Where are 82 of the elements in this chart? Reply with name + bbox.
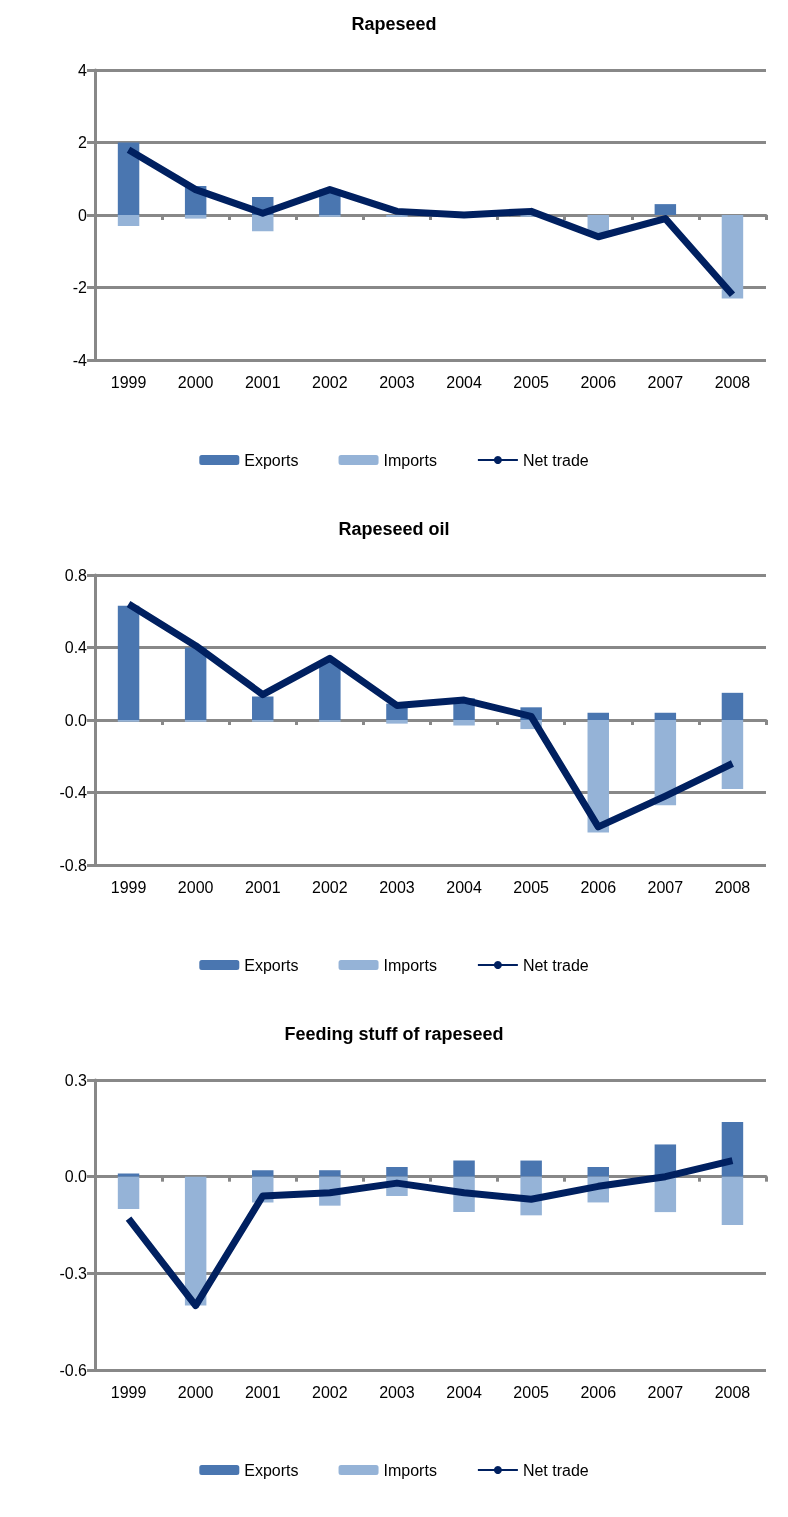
x-tick-label: 1999 — [110, 878, 147, 896]
bar — [252, 1170, 274, 1177]
bar — [319, 662, 341, 720]
bar — [386, 1167, 408, 1177]
x-tick-label: 2004 — [446, 1383, 482, 1401]
bar — [654, 712, 677, 720]
bar — [453, 1160, 475, 1177]
y-tick-label: 0.0 — [64, 711, 88, 729]
bar — [117, 215, 140, 226]
legend-label: Net trade — [522, 451, 589, 469]
bar — [721, 692, 744, 720]
x-tick-label: 2008 — [714, 878, 751, 896]
x-tick-label: 2007 — [647, 373, 684, 391]
chart-title: Rapeseed oil — [338, 519, 450, 539]
y-tick-label: -2 — [72, 279, 88, 296]
y-tick-label: -0.4 — [59, 784, 88, 801]
y-tick-label: 2 — [78, 134, 88, 151]
legend-label: Imports — [383, 1461, 437, 1479]
bar — [117, 1176, 140, 1209]
bar — [117, 605, 140, 720]
bar — [453, 720, 475, 726]
bar — [587, 1167, 609, 1177]
x-tick-label: 2002 — [312, 373, 348, 391]
x-tick-label: 2008 — [714, 373, 751, 391]
x-tick-label: 2002 — [312, 1383, 348, 1401]
y-tick-label: 0.8 — [64, 566, 88, 584]
x-tick-label: 2004 — [446, 373, 482, 391]
y-tick-label: 0.0 — [64, 1168, 88, 1186]
x-tick-label: 2003 — [379, 373, 415, 391]
y-tick-label: -0.8 — [59, 856, 88, 874]
x-tick-label: 2005 — [513, 1383, 550, 1401]
bar — [386, 720, 408, 724]
x-tick-label: 2000 — [177, 373, 214, 391]
legend-label: Exports — [244, 451, 299, 469]
y-tick-label: 0 — [78, 206, 88, 224]
x-tick-label: 2006 — [580, 878, 617, 896]
bar — [721, 1176, 744, 1225]
x-tick-label: 2002 — [312, 878, 348, 896]
y-tick-label: -0.6 — [59, 1361, 88, 1379]
x-tick-label: 2000 — [177, 878, 214, 896]
bar — [184, 215, 207, 219]
x-tick-label: 2001 — [244, 373, 281, 391]
legend-label: Net trade — [522, 1461, 589, 1479]
legend-label: Exports — [244, 1461, 299, 1479]
legend-label: Net trade — [522, 956, 589, 974]
x-tick-label: 2007 — [647, 878, 684, 896]
x-tick-label: 1999 — [110, 1383, 147, 1401]
chart-title: Feeding stuff of rapeseed — [284, 1024, 504, 1044]
bar — [184, 647, 207, 720]
y-tick-label: -0.3 — [59, 1264, 88, 1282]
x-tick-label: 2007 — [647, 1383, 684, 1401]
legend-label: Imports — [383, 956, 437, 974]
y-tick-label: 0.4 — [64, 639, 88, 656]
bar — [319, 1170, 341, 1177]
x-tick-label: 2005 — [513, 373, 550, 391]
x-tick-label: 2003 — [379, 1383, 415, 1401]
x-tick-label: 2000 — [177, 1383, 214, 1401]
y-tick-label: 4 — [78, 61, 88, 79]
bar — [587, 712, 609, 720]
legend-label: Exports — [244, 956, 299, 974]
x-tick-label: 2008 — [714, 1383, 751, 1401]
x-tick-label: 2006 — [580, 1383, 617, 1401]
bar — [520, 1160, 542, 1177]
y-tick-label: 0.3 — [64, 1071, 88, 1089]
bar — [721, 215, 744, 299]
bar — [252, 215, 274, 232]
x-tick-label: 2004 — [446, 878, 482, 896]
x-tick-label: 2003 — [379, 878, 415, 896]
bar — [117, 1173, 140, 1177]
bar — [721, 720, 744, 789]
x-tick-label: 2001 — [244, 1383, 281, 1401]
bar — [117, 142, 140, 215]
bar — [252, 696, 274, 720]
chart-title: Rapeseed — [351, 14, 437, 34]
y-tick-label: -4 — [72, 351, 88, 369]
bar — [721, 1121, 744, 1177]
x-tick-label: 2005 — [513, 878, 550, 896]
x-tick-label: 1999 — [110, 373, 147, 391]
legend-label: Imports — [383, 451, 437, 469]
x-tick-label: 2001 — [244, 878, 281, 896]
bar — [654, 204, 677, 215]
x-tick-label: 2006 — [580, 373, 617, 391]
